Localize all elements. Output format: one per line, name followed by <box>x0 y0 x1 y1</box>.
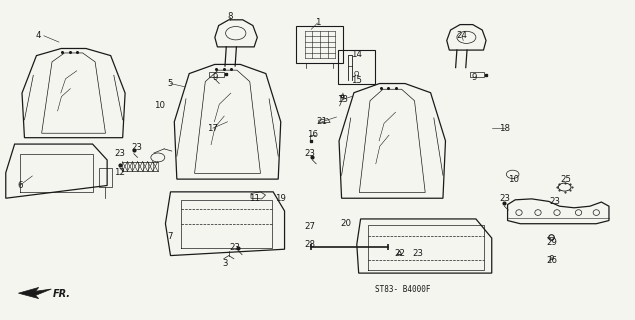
Text: 13: 13 <box>337 95 349 104</box>
Text: 23: 23 <box>131 143 142 152</box>
Text: 9: 9 <box>472 73 478 82</box>
Text: FR.: FR. <box>53 290 70 300</box>
Text: ST83- B4000F: ST83- B4000F <box>375 285 431 294</box>
Text: 5: 5 <box>168 79 173 88</box>
Text: 23: 23 <box>230 243 241 252</box>
Text: 16: 16 <box>307 130 318 139</box>
Text: 25: 25 <box>560 175 572 184</box>
Text: 11: 11 <box>249 194 260 203</box>
Text: 23: 23 <box>114 149 125 158</box>
Text: 8: 8 <box>227 12 233 21</box>
Text: 23: 23 <box>550 197 561 206</box>
Text: 7: 7 <box>168 232 173 241</box>
Text: 1: 1 <box>315 19 320 28</box>
Text: 23: 23 <box>499 194 510 203</box>
Text: 19: 19 <box>276 194 286 203</box>
Text: 23: 23 <box>412 250 423 259</box>
Text: 26: 26 <box>547 256 558 265</box>
Text: 24: 24 <box>457 31 467 40</box>
Text: 15: 15 <box>351 76 363 85</box>
Text: 4: 4 <box>36 31 41 40</box>
Text: 28: 28 <box>304 240 316 249</box>
Text: 20: 20 <box>340 219 352 228</box>
Text: 9: 9 <box>212 73 218 82</box>
Text: 17: 17 <box>208 124 218 132</box>
Text: 14: 14 <box>351 50 363 59</box>
Text: ρ: ρ <box>548 253 553 262</box>
Text: 10: 10 <box>154 101 164 110</box>
Text: 27: 27 <box>304 222 316 231</box>
Text: 10: 10 <box>509 175 519 184</box>
Text: 22: 22 <box>394 250 405 259</box>
Text: 29: 29 <box>547 238 558 247</box>
Text: 21: 21 <box>316 117 328 126</box>
Text: Ω: Ω <box>354 71 359 77</box>
Text: 6: 6 <box>17 181 22 190</box>
Text: 12: 12 <box>114 168 125 177</box>
Polygon shape <box>18 287 51 299</box>
Text: 23: 23 <box>304 149 316 158</box>
Text: 3: 3 <box>223 259 229 268</box>
Text: 18: 18 <box>499 124 510 132</box>
